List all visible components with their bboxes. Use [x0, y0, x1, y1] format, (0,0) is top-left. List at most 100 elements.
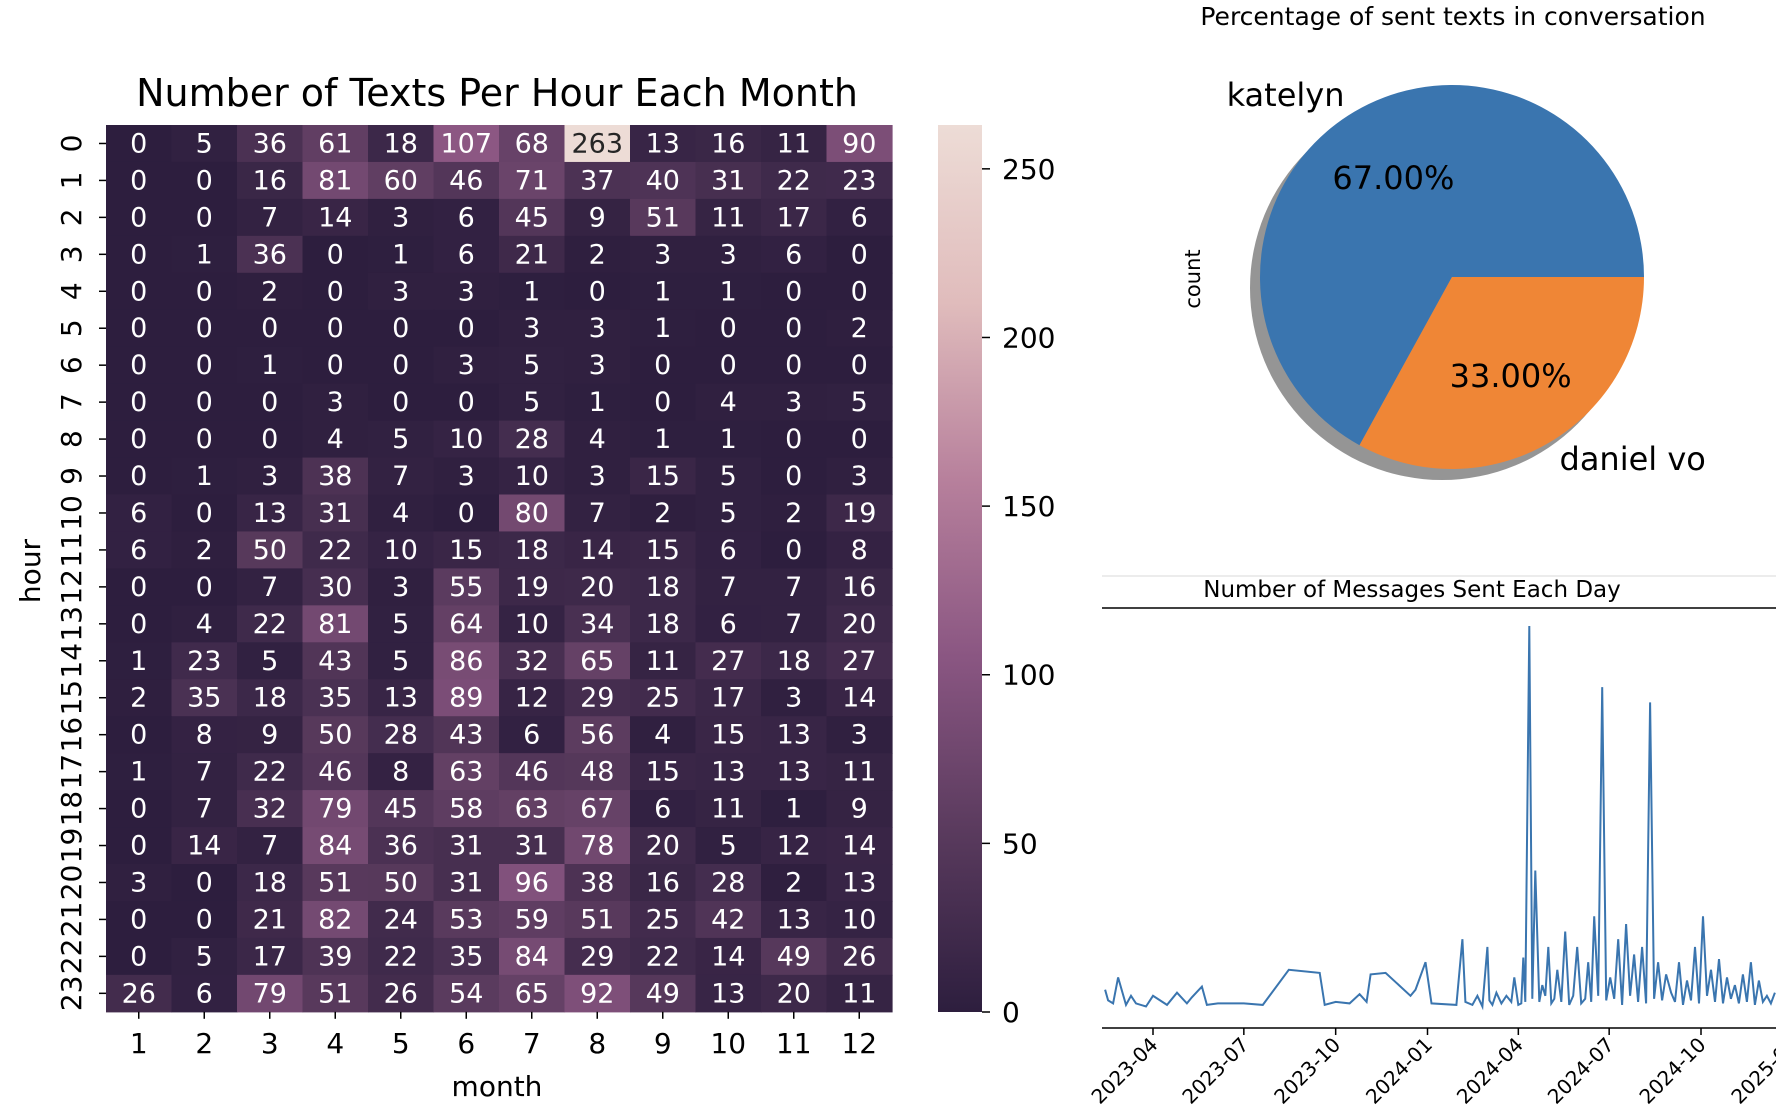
heatmap-cell-label: 31: [449, 831, 483, 862]
heatmap-cell: [564, 457, 631, 496]
heatmap-cell-label: 0: [392, 387, 409, 418]
heatmap-cell-label: 17: [253, 941, 287, 972]
heatmap-cell-label: 20: [777, 978, 811, 1009]
heatmap-cell-label: 27: [711, 646, 745, 677]
heatmap-cell: [630, 420, 697, 459]
heatmap-cell-label: 18: [384, 128, 418, 159]
heatmap-cell-label: 0: [327, 276, 344, 307]
heatmap-cell-label: 42: [711, 904, 745, 935]
heatmap-cell: [695, 864, 762, 902]
heatmap-cell: [433, 457, 500, 496]
heatmap-cell: [433, 753, 500, 791]
heatmap-cell-label: 18: [253, 683, 287, 714]
heatmap-cell-label: 107: [440, 128, 492, 159]
pie-slice-percent: 33.00%: [1450, 357, 1572, 395]
heatmap-cell: [171, 346, 238, 385]
heatmap-cell-label: 6: [720, 535, 737, 566]
heatmap-cell-label: 38: [318, 461, 352, 492]
heatmap-cell-label: 3: [851, 461, 868, 492]
heatmap-cell-label: 0: [785, 535, 802, 566]
heatmap-cell: [368, 346, 435, 385]
heatmap-cell-label: 11: [646, 646, 680, 677]
heatmap-cell: [826, 605, 893, 643]
heatmap-cell: [630, 309, 697, 348]
heatmap-y-tick-label: 21: [55, 902, 88, 938]
pie-slice-percent: 67.00%: [1332, 159, 1454, 197]
heatmap-cell-label: 0: [130, 572, 147, 603]
heatmap-cell: [761, 161, 828, 200]
heatmap-cell-label: 20: [646, 831, 680, 862]
heatmap-cell: [761, 716, 828, 754]
heatmap-cell-label: 40: [646, 165, 680, 196]
heatmap-cell: [237, 346, 304, 385]
heatmap-cell: [695, 235, 762, 274]
heatmap-title: Number of Texts Per Hour Each Month: [136, 71, 858, 115]
heatmap-cell-label: 0: [654, 350, 671, 381]
heatmap-cell-label: 3: [785, 387, 802, 418]
heatmap-cell-label: 0: [654, 387, 671, 418]
heatmap-cell: [630, 790, 697, 828]
heatmap-cell: [302, 161, 369, 200]
heatmap-cell: [761, 974, 828, 1013]
heatmap-y-tick-label: 9: [55, 467, 88, 485]
line-x-ticks: 2023-04 2023-07 2023-10 2024-01 2024-04 2024-…: [1086, 1028, 1776, 1109]
heatmap-cell-label: 6: [523, 720, 540, 751]
heatmap-cell-label: 63: [515, 794, 549, 825]
heatmap-cell: [237, 605, 304, 643]
heatmap-cell-label: 0: [130, 941, 147, 972]
heatmap-x-tick-label: 12: [841, 1027, 877, 1060]
heatmap-cell-label: 14: [580, 535, 614, 566]
pie-slice-label: daniel vo: [1560, 440, 1706, 478]
heatmap-cell: [499, 568, 566, 606]
heatmap-cell: [826, 864, 893, 902]
heatmap-cell: [630, 198, 697, 237]
heatmap-cell: [761, 827, 828, 865]
heatmap-cell: [499, 272, 566, 311]
heatmap-cell: [368, 679, 435, 717]
heatmap-cell-label: 5: [720, 498, 737, 529]
heatmap-cell-label: 38: [580, 867, 614, 898]
heatmap-cell-label: 15: [449, 535, 483, 566]
heatmap-cell-label: 78: [580, 831, 614, 862]
heatmap-cell-label: 3: [720, 239, 737, 270]
heatmap-cell: [564, 235, 631, 274]
heatmap-cell: [171, 198, 238, 237]
heatmap-cell: [499, 937, 566, 976]
heatmap-cell: [237, 531, 304, 569]
heatmap-cell: [171, 161, 238, 200]
heatmap-cell: [302, 346, 369, 385]
heatmap-cell-label: 84: [515, 941, 549, 972]
heatmap-x-tick-label: 2: [195, 1027, 213, 1060]
heatmap-cell-label: 23: [187, 646, 221, 677]
heatmap-cell-label: 31: [449, 867, 483, 898]
heatmap-cell: [237, 900, 304, 939]
heatmap-cell: [433, 235, 500, 274]
heatmap-cell-label: 46: [515, 757, 549, 788]
heatmap-cell: [237, 937, 304, 976]
heatmap-cell-label: 0: [130, 794, 147, 825]
heatmap-cell: [106, 937, 173, 976]
heatmap-y-tick-label: 4: [55, 282, 88, 300]
heatmap-cell: [237, 420, 304, 459]
heatmap-y-tick-label: 12: [55, 569, 88, 605]
heatmap-cell-label: 13: [777, 904, 811, 935]
heatmap-cell: [826, 900, 893, 939]
heatmap-cell-label: 12: [777, 831, 811, 862]
heatmap-cell-label: 3: [589, 350, 606, 381]
heatmap-cell: [695, 531, 762, 569]
heatmap-cell: [761, 790, 828, 828]
heatmap-cell-label: 86: [449, 646, 483, 677]
heatmap-cell-label: 22: [253, 609, 287, 640]
heatmap-cell-label: 0: [130, 609, 147, 640]
heatmap-cell-label: 51: [318, 978, 352, 1009]
heatmap-cell-label: 0: [130, 424, 147, 455]
heatmap-cell: [630, 494, 697, 533]
heatmap-cell: [564, 531, 631, 569]
heatmap-cell: [302, 309, 369, 348]
heatmap-cell: [106, 642, 173, 680]
heatmap-cell: [761, 309, 828, 348]
heatmap-cell-label: 54: [449, 978, 483, 1009]
heatmap-cell: [433, 198, 500, 237]
heatmap-cell: [106, 161, 173, 200]
heatmap-y-axis-label: hour: [14, 538, 47, 603]
